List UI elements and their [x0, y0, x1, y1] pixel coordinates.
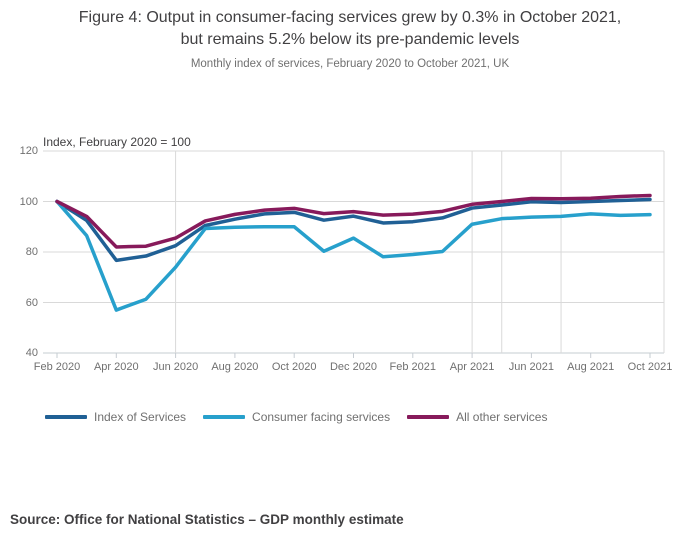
x-tick-label: Oct 2020 [271, 361, 317, 373]
figure-subtitle: Monthly index of services, February 2020… [190, 58, 510, 70]
y-tick-label: 60 [25, 296, 38, 309]
legend-swatch-icon [407, 415, 450, 419]
x-tick-label: Apr 2020 [93, 361, 139, 373]
source-text: Source: Office for National Statistics –… [10, 512, 404, 527]
x-tick-label: Feb 2021 [389, 361, 437, 373]
x-tick-label: Jun 2021 [508, 361, 555, 373]
figure-title-line2: but remains 5.2% below its pre-pandemic … [180, 31, 520, 48]
legend-item-consumer-facing-services: Consumer facing services [203, 410, 390, 424]
y-tick-label: 120 [19, 145, 38, 157]
x-tick-label: Oct 2021 [627, 361, 673, 373]
y-tick-label: 80 [25, 246, 38, 258]
figure-title: Figure 4: Output in consumer-facing serv… [0, 7, 700, 51]
legend-label: All other services [456, 410, 548, 424]
x-tick-label: Jun 2020 [152, 361, 199, 373]
x-tick-label: Aug 2021 [567, 361, 615, 373]
x-tick-label: Aug 2020 [211, 361, 259, 373]
legend-item-all-other-services: All other services [407, 410, 547, 424]
legend-swatch-icon [203, 415, 246, 419]
x-tick-label: Dec 2020 [329, 361, 378, 373]
y-tick-label: 40 [25, 347, 38, 359]
x-tick-label: Feb 2020 [33, 361, 81, 373]
y-tick-label: 100 [19, 195, 38, 208]
chart-legend: Index of Services Consumer facing servic… [45, 410, 547, 424]
y-axis-unit-label: Index, February 2020 = 100 [43, 135, 191, 149]
x-tick-label: Apr 2021 [449, 361, 495, 373]
figure-title-line1: Figure 4: Output in consumer-facing serv… [78, 9, 622, 26]
chart-canvas [43, 150, 665, 358]
legend-swatch-icon [45, 415, 87, 419]
legend-item-index-of-services: Index of Services [45, 410, 186, 424]
legend-label: Index of Services [94, 410, 187, 424]
series-line-all-other-services [55, 193, 652, 249]
series-line-consumer-facing-services [55, 199, 652, 312]
series-line-index-of-services [55, 197, 652, 263]
legend-label: Consumer facing services [252, 410, 391, 424]
